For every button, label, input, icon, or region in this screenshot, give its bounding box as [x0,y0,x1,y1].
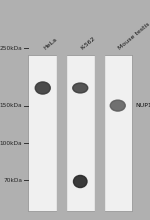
Ellipse shape [73,83,88,93]
Ellipse shape [74,176,87,187]
Text: K-562: K-562 [80,35,97,51]
Ellipse shape [110,100,125,111]
Ellipse shape [35,82,50,94]
Text: Mouse testis: Mouse testis [118,21,150,51]
Text: NUP153: NUP153 [135,103,150,108]
FancyBboxPatch shape [28,55,57,211]
Text: 150kDa: 150kDa [0,103,22,108]
Text: 250kDa: 250kDa [0,46,22,51]
Text: HeLa: HeLa [43,37,58,51]
FancyBboxPatch shape [66,55,94,211]
Text: 70kDa: 70kDa [3,178,22,183]
FancyBboxPatch shape [103,55,132,211]
Text: 100kDa: 100kDa [0,141,22,145]
